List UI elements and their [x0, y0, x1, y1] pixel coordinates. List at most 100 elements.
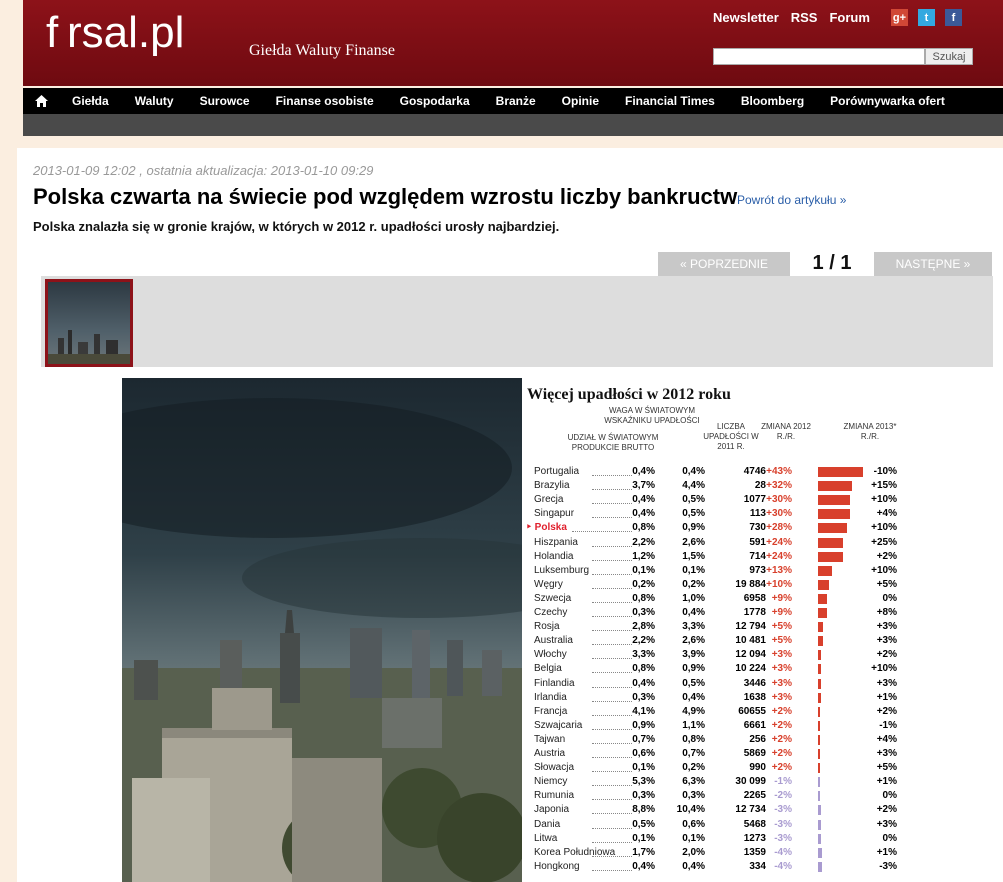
row-change-2013: -10% — [873, 466, 897, 477]
row-count-2011: 60655 — [738, 705, 766, 717]
row-gdp-share: 0,5% — [632, 818, 655, 830]
row-country: Tajwan — [534, 733, 566, 745]
newsletter-link[interactable]: Newsletter — [713, 10, 779, 25]
row-bar — [818, 537, 844, 548]
row-dots — [592, 494, 632, 505]
rss-link[interactable]: RSS — [790, 10, 818, 25]
row-change-2013: +2% — [876, 705, 897, 717]
nav-surowce[interactable]: Surowce — [199, 94, 250, 108]
row-weight: 0,2% — [682, 762, 705, 774]
row-weight: 0,4% — [682, 691, 705, 703]
nav-gospodarka[interactable]: Gospodarka — [399, 94, 470, 108]
row-change-2012: +2% — [771, 733, 792, 745]
search-button[interactable]: Szukaj — [925, 48, 973, 65]
logo[interactable]: f rsal.pl — [46, 8, 185, 57]
row-dots — [592, 508, 632, 519]
row-count-2011: 12 794 — [735, 621, 766, 633]
page-count: 1 / 1 — [812, 252, 852, 274]
row-gdp-share: 0,1% — [632, 564, 655, 576]
row-country: Singapur — [534, 508, 575, 520]
row-bar — [818, 847, 823, 858]
article-title: Polska czwarta na świecie pod względem w… — [33, 184, 738, 209]
chart-row: Szwecja 0,8% 1,0% 6958 +9% 0% — [522, 593, 902, 607]
google-plus-icon[interactable]: g+ — [891, 9, 908, 26]
row-gdp-share: 2,2% — [632, 635, 655, 647]
row-change-2012: +24% — [766, 550, 792, 562]
forum-link[interactable]: Forum — [829, 10, 870, 25]
col-header-count-2011: LICZBA UPADŁOŚCI W 2011 R. — [703, 422, 759, 451]
row-count-2011: 3446 — [743, 677, 766, 689]
row-dots — [592, 804, 632, 815]
row-weight: 1,5% — [682, 550, 705, 562]
row-bar — [818, 565, 832, 576]
row-count-2011: 12 094 — [735, 649, 766, 661]
row-weight: 0,4% — [682, 860, 705, 872]
row-change-2013: +3% — [876, 748, 897, 759]
row-bar — [818, 734, 821, 745]
header-bar: f rsal.pl Giełda Waluty Finanse Newslett… — [23, 0, 1003, 86]
row-change-2013: +3% — [876, 635, 897, 647]
row-gdp-share: 0,1% — [632, 762, 655, 774]
chart-row: Niemcy 5,3% 6,3% 30 099 -1% +1% — [522, 776, 902, 790]
row-count-2011: 28 — [754, 480, 766, 492]
row-count-2011: 10 224 — [735, 663, 766, 675]
nav-porownywarka[interactable]: Porównywarka ofert — [830, 94, 945, 108]
home-icon[interactable] — [23, 95, 59, 107]
row-gdp-share: 4,1% — [632, 705, 655, 717]
gallery-pager: « POPRZEDNIE 1 / 1 NASTĘPNE » — [658, 251, 992, 276]
facebook-icon[interactable]: f — [945, 9, 962, 26]
col-header-gdp-share: UDZIAŁ W ŚWIATOWYM PRODUKCIE BRUTTO — [567, 433, 659, 452]
row-bar — [818, 692, 822, 703]
row-country: Korea Południowa — [534, 846, 616, 858]
thumbnail[interactable] — [45, 279, 133, 367]
row-gdp-share: 1,7% — [632, 846, 655, 858]
search-input[interactable] — [713, 48, 925, 65]
row-weight: 2,0% — [682, 846, 705, 858]
row-count-2011: 30 099 — [735, 776, 766, 788]
row-gdp-share: 0,6% — [632, 748, 655, 759]
nav-branze[interactable]: Branże — [495, 94, 536, 108]
social-links: g+ t f — [891, 9, 962, 26]
tagline: Giełda Waluty Finanse — [249, 42, 395, 59]
row-bar — [818, 579, 829, 590]
row-change-2012: +5% — [771, 621, 792, 633]
row-count-2011: 5869 — [743, 748, 766, 759]
chart-row: ‣ Polska 0,8% 0,9% 730 +28% +10% — [522, 522, 902, 536]
row-change-2012: +2% — [771, 762, 792, 774]
nav-opinie[interactable]: Opinie — [561, 94, 600, 108]
row-gdp-share: 0,7% — [632, 733, 655, 745]
next-button[interactable]: NASTĘPNE » — [874, 251, 992, 276]
row-count-2011: 591 — [749, 536, 766, 548]
chart-row: Rumunia 0,3% 0,3% 2265 -2% 0% — [522, 790, 902, 804]
row-weight: 4,4% — [682, 480, 705, 492]
row-dots — [572, 522, 632, 533]
row-count-2011: 1273 — [743, 832, 766, 844]
twitter-icon[interactable]: t — [918, 9, 935, 26]
row-dots — [592, 861, 632, 871]
row-dots — [592, 734, 632, 744]
prev-button[interactable]: « POPRZEDNIE — [658, 251, 790, 276]
back-to-article-link[interactable]: Powrót do artykułu » — [737, 193, 847, 207]
row-change-2013: +1% — [876, 776, 897, 788]
row-dots — [592, 537, 632, 547]
row-dots — [592, 748, 632, 758]
sub-nav-bar — [23, 114, 1003, 136]
row-bar — [818, 763, 821, 774]
nav-financial-times[interactable]: Financial Times — [625, 94, 715, 108]
row-weight: 0,2% — [682, 578, 705, 590]
nav-gielda[interactable]: Giełda — [72, 94, 109, 108]
row-weight: 0,8% — [682, 733, 705, 745]
nav-bloomberg[interactable]: Bloomberg — [740, 94, 805, 108]
row-weight: 0,9% — [682, 522, 705, 534]
col-header-change-2013: ZMIANA 2013* R./R. — [843, 422, 897, 441]
row-gdp-share: 0,4% — [632, 508, 655, 520]
nav-waluty[interactable]: Waluty — [134, 94, 174, 108]
chart-row: Austria 0,6% 0,7% 5869 +2% +3% — [522, 748, 902, 762]
nav-finanse-osobiste[interactable]: Finanse osobiste — [275, 94, 374, 108]
row-bar — [818, 650, 822, 661]
row-count-2011: 1638 — [743, 691, 766, 703]
row-gdp-share: 0,3% — [632, 691, 655, 703]
chart-row: Słowacja 0,1% 0,2% 990 +2% +5% — [522, 762, 902, 776]
row-gdp-share: 0,4% — [632, 466, 655, 477]
row-bar — [818, 622, 824, 633]
